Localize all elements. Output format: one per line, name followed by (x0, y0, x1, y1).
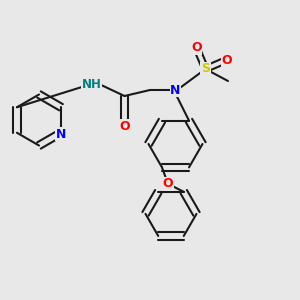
Text: O: O (191, 41, 202, 55)
Text: O: O (119, 119, 130, 133)
Text: NH: NH (82, 77, 101, 91)
Text: S: S (201, 62, 210, 76)
Text: N: N (56, 128, 66, 141)
Text: O: O (221, 53, 232, 67)
Text: N: N (170, 83, 181, 97)
Text: O: O (163, 177, 173, 190)
